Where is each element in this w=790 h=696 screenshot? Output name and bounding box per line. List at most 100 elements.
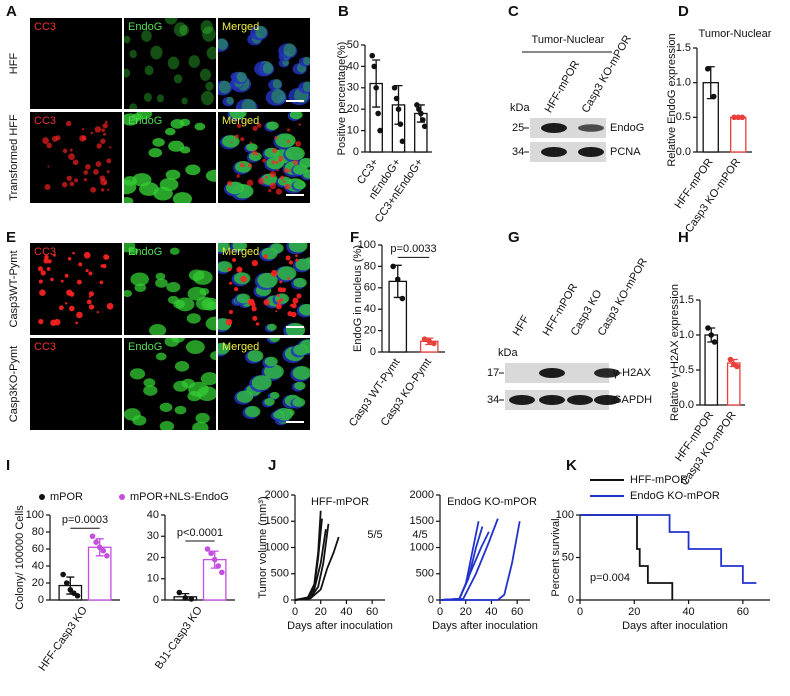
data-point bbox=[215, 563, 222, 569]
endog-signal bbox=[164, 338, 180, 347]
endog-signal bbox=[236, 71, 247, 83]
blot-band bbox=[539, 368, 565, 378]
series-line bbox=[439, 531, 490, 601]
endog-signal bbox=[179, 118, 191, 127]
band-label: GAPDH bbox=[613, 394, 652, 406]
cc3-signal bbox=[96, 143, 102, 149]
endog-signal bbox=[255, 25, 267, 39]
legend-label: mPOR+NLS-EndoG bbox=[130, 491, 229, 503]
series-line bbox=[580, 514, 757, 584]
cc3-signal bbox=[275, 188, 282, 195]
endog-signal bbox=[229, 112, 247, 120]
cc3-signal bbox=[228, 309, 234, 315]
endog-signal bbox=[222, 135, 240, 148]
panel-letter: F bbox=[350, 229, 359, 246]
cc3-signal bbox=[100, 188, 105, 192]
cc3-signal bbox=[262, 158, 267, 163]
endog-signal bbox=[168, 140, 185, 152]
x-tick-label: 40 bbox=[340, 606, 352, 618]
cc3-signal bbox=[265, 175, 268, 179]
channel-label: CC3 bbox=[34, 115, 56, 127]
cc3-signal bbox=[37, 266, 44, 272]
cc3-signal bbox=[102, 263, 107, 269]
endog-signal bbox=[293, 277, 307, 288]
endog-signal bbox=[264, 398, 275, 406]
legend-label: EndoG KO-mPOR bbox=[630, 490, 720, 502]
cc3-signal bbox=[83, 170, 89, 175]
endog-signal bbox=[248, 151, 262, 161]
endog-signal bbox=[124, 68, 131, 78]
nucleus bbox=[268, 79, 283, 91]
nucleus bbox=[235, 98, 258, 109]
endog-signal bbox=[299, 303, 310, 316]
cells bbox=[42, 120, 112, 193]
cc3-signal bbox=[88, 291, 94, 297]
data-point bbox=[391, 85, 398, 91]
cc3-signal bbox=[88, 271, 93, 276]
cc3-signal bbox=[249, 141, 253, 144]
x-axis-label: Days after inoculation bbox=[622, 620, 728, 632]
cc3-signal bbox=[252, 315, 258, 321]
nucleus bbox=[278, 43, 298, 59]
endog-signal bbox=[129, 103, 138, 109]
cc3-signal bbox=[88, 296, 91, 299]
y-tick-label: 1000 bbox=[265, 541, 289, 553]
cc3-signal bbox=[90, 131, 94, 135]
endog-signal bbox=[269, 391, 280, 400]
endog-signal bbox=[200, 372, 216, 386]
cc3-signal bbox=[295, 254, 298, 258]
y-tick-label: 100 bbox=[358, 239, 376, 251]
endog-signal bbox=[152, 138, 165, 147]
cells bbox=[218, 25, 310, 109]
cc3-signal bbox=[90, 186, 97, 193]
channel-label: EndoG bbox=[128, 246, 162, 258]
endog-signal bbox=[267, 323, 277, 331]
cells bbox=[220, 112, 310, 201]
endog-signal bbox=[131, 113, 143, 121]
cc3-signal bbox=[65, 120, 72, 127]
endog-signal bbox=[293, 164, 308, 175]
x-tick-label: 60 bbox=[511, 606, 523, 618]
endog-signal bbox=[251, 375, 272, 391]
kda-label: kDa bbox=[510, 102, 530, 114]
data-point bbox=[377, 127, 383, 134]
x-tick-label: 60 bbox=[366, 606, 378, 618]
cc3-signal bbox=[288, 260, 294, 265]
cc3-signal bbox=[270, 269, 278, 277]
endog-signal bbox=[129, 368, 146, 380]
cc3-signal bbox=[283, 168, 289, 173]
panel-letter: K bbox=[566, 457, 577, 474]
cc3-signal bbox=[277, 299, 281, 304]
nucleus bbox=[222, 97, 234, 107]
endog-signal bbox=[159, 420, 175, 430]
endog-signal bbox=[156, 94, 164, 103]
cc3-signal bbox=[42, 137, 49, 144]
cells bbox=[37, 251, 114, 326]
cc3-signal bbox=[274, 136, 278, 140]
y-tick-label: 40 bbox=[347, 60, 359, 72]
channel-label: CC3 bbox=[34, 21, 56, 33]
data-point bbox=[67, 587, 74, 593]
data-point bbox=[176, 589, 183, 596]
cc3-signal bbox=[104, 120, 108, 124]
cc3-signal bbox=[75, 321, 79, 325]
marker-label: 34 bbox=[512, 146, 524, 158]
cc3-signal bbox=[255, 322, 260, 326]
cc3-signal bbox=[50, 277, 54, 282]
endog-signal bbox=[165, 169, 181, 180]
endog-signal bbox=[192, 421, 209, 430]
cc3-signal bbox=[227, 267, 232, 272]
blot-strip bbox=[530, 118, 606, 138]
legend-label: HFF-mPOR bbox=[630, 474, 688, 486]
cc3-signal bbox=[247, 298, 255, 306]
annotation: 5/5 bbox=[367, 529, 382, 541]
y-tick-label: 1.5 bbox=[679, 294, 694, 306]
lane-label: HFF-mPOR bbox=[543, 59, 582, 115]
endog-signal bbox=[302, 81, 310, 92]
band-label: γ-H2AX bbox=[613, 367, 652, 379]
x-axis-label: Days after inoculation bbox=[287, 620, 393, 632]
y-tick-label: 30 bbox=[147, 530, 159, 542]
endog-signal bbox=[266, 121, 279, 131]
cc3-signal bbox=[46, 267, 51, 271]
